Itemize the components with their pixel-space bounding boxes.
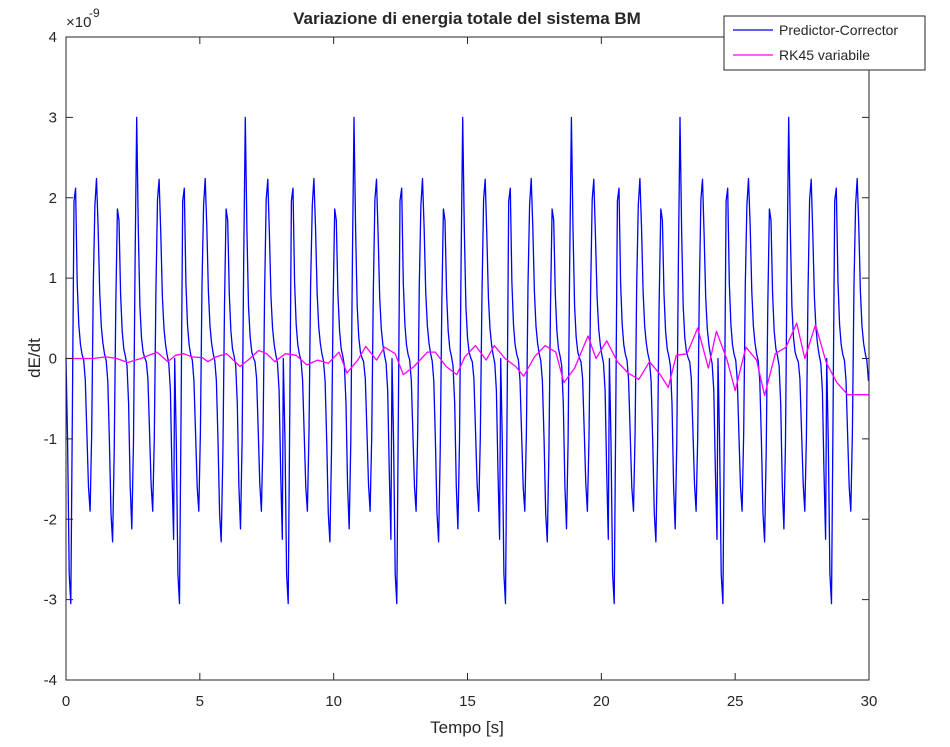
chart-title: Variazione di energia totale del sistema… — [293, 9, 641, 28]
y-tick-label: 4 — [49, 29, 57, 46]
series-line-predictor-corrector — [65, 116, 870, 605]
x-tick-label: 30 — [861, 693, 878, 710]
x-tick-label: 5 — [196, 693, 204, 710]
x-tick-label: 10 — [325, 693, 342, 710]
x-tick-label: 25 — [727, 693, 744, 710]
legend[interactable]: Predictor-Corrector RK45 variabile — [723, 15, 926, 71]
series-layer — [65, 116, 870, 605]
y-tick-label: 2 — [49, 190, 57, 207]
legend-label-predictor-corrector: Predictor-Corrector — [779, 22, 898, 38]
x-tick-label: 0 — [62, 693, 70, 710]
ticks-layer — [65, 36, 870, 681]
y-exponent-multiplier: ×10 — [66, 14, 91, 31]
x-tick-label: 15 — [459, 693, 476, 710]
y-tick-label: -3 — [44, 592, 57, 609]
y-tick-label: 0 — [49, 351, 57, 368]
y-tick-label: -2 — [44, 511, 57, 528]
x-tick-label: 20 — [593, 693, 610, 710]
plot-area — [66, 37, 869, 680]
y-tick-label: 1 — [49, 270, 57, 287]
legend-box — [723, 15, 926, 71]
tick-labels-layer: 0 5 10 15 20 25 30 -4 -3 -2 -1 0 1 2 3 4 — [44, 29, 878, 710]
series-line-rk45-variabile — [66, 322, 869, 397]
y-tick-label: 3 — [49, 109, 57, 126]
legend-label-rk45-variabile: RK45 variabile — [779, 47, 870, 63]
y-tick-label: -4 — [44, 672, 57, 689]
y-exponent-power: -9 — [89, 6, 100, 20]
y-tick-label: -1 — [44, 431, 57, 448]
y-axis-label: dE/dt — [25, 338, 44, 378]
x-axis-label: Tempo [s] — [430, 718, 504, 737]
